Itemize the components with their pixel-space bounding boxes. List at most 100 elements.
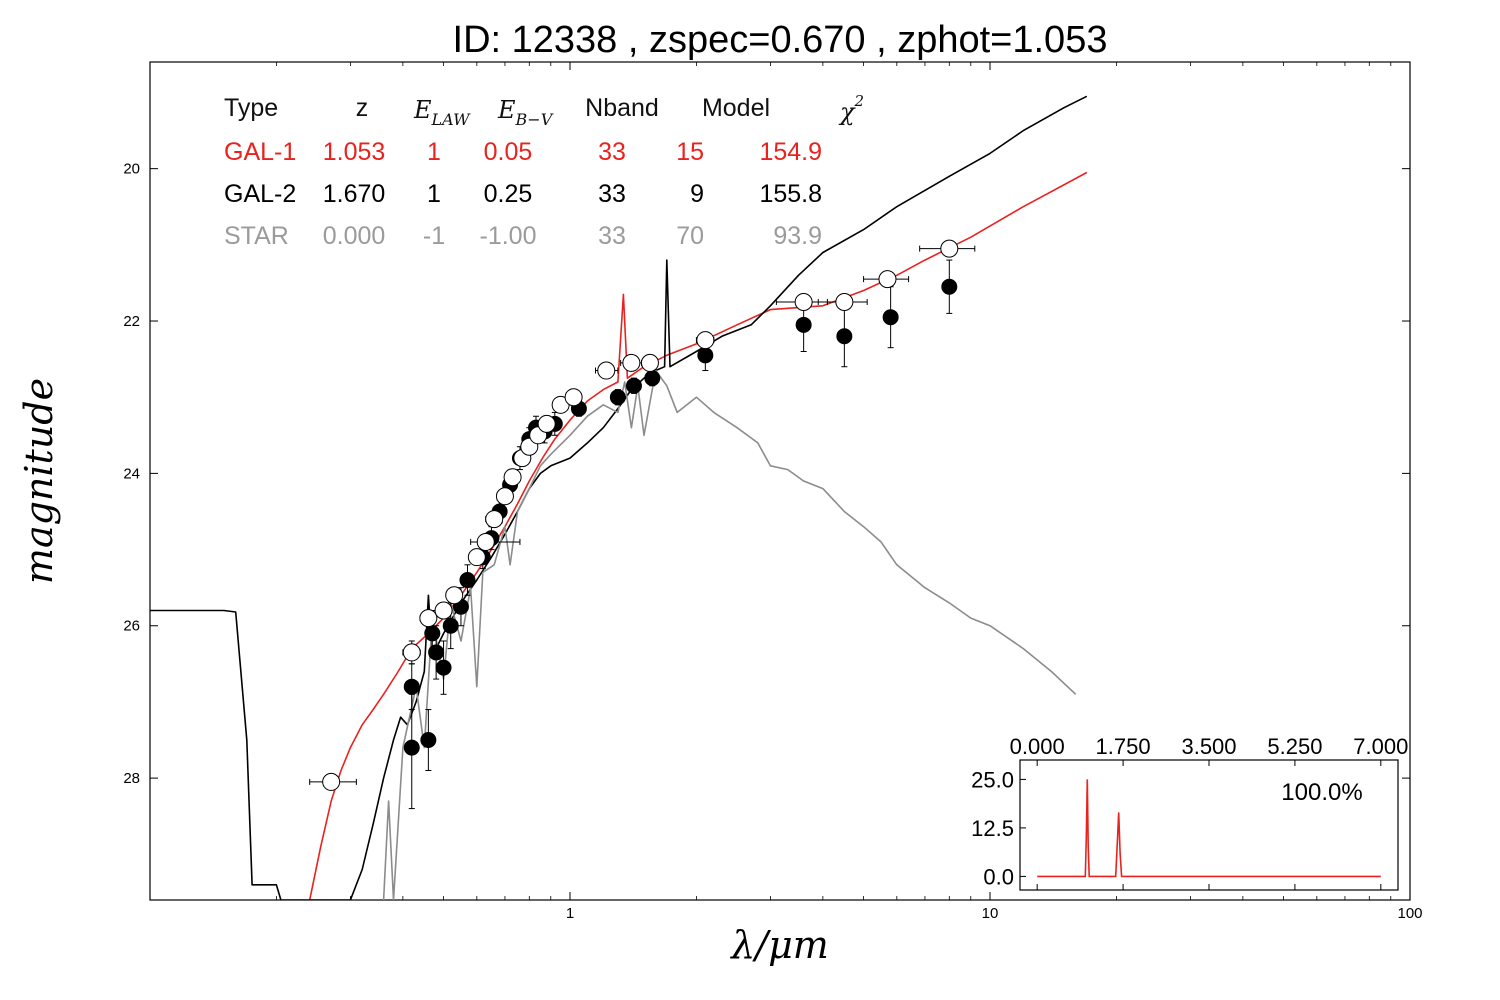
filled-point-group <box>609 389 626 406</box>
open-point <box>835 292 854 311</box>
table-cell-gal1: 154.9 <box>759 138 822 166</box>
table-header-z: z <box>356 94 369 122</box>
table-cell-gal2: 0.25 <box>484 180 533 208</box>
inset-pdf-line <box>1037 779 1381 878</box>
filled-point <box>442 617 459 634</box>
open-point <box>402 643 421 662</box>
open-point-group <box>817 292 868 311</box>
open-point <box>564 388 583 407</box>
inset-x-tick-label: 0.000 <box>1010 734 1065 759</box>
gal1-model-line <box>308 171 1088 900</box>
table-cell-gal2: GAL-2 <box>224 180 296 208</box>
open-point-group <box>919 239 976 258</box>
filled-point-group <box>644 370 661 387</box>
open-point <box>445 586 464 605</box>
redshift-pdf-inset: 0.000 1.750 3.500 5.250 7.000 0.0 12.5 25.0 100… <box>971 734 1408 891</box>
table-cell-star: 33 <box>598 222 626 250</box>
table-cell-gal1: 1 <box>427 138 441 166</box>
open-point <box>485 510 504 529</box>
open-point-group <box>537 414 556 433</box>
open-point <box>495 487 514 506</box>
open-point <box>503 468 522 487</box>
open-point-group <box>402 640 421 665</box>
open-point-group <box>419 609 438 628</box>
filled-point <box>882 309 899 326</box>
table-cell-gal1: GAL-1 <box>224 138 296 166</box>
y-tick-label: 24 <box>123 465 140 482</box>
open-point-group <box>695 331 715 350</box>
open-point <box>940 239 959 258</box>
open-point <box>419 609 438 628</box>
open-point <box>622 353 641 372</box>
y-tick-label: 22 <box>123 313 140 330</box>
axis-ticks: 20 22 24 26 28 1 10 100 <box>123 62 1423 922</box>
x-tick-label: 10 <box>982 905 999 922</box>
filled-point-group <box>403 693 420 810</box>
open-point <box>794 292 813 311</box>
inset-frame <box>1019 759 1399 891</box>
filled-point-group <box>420 709 437 771</box>
table-header-type: Type <box>224 94 278 122</box>
table-header-ebv: EB−V <box>497 96 554 129</box>
open-point-group <box>470 532 521 551</box>
filled-point <box>795 316 812 333</box>
open-point-group <box>309 772 357 791</box>
filled-point <box>697 347 714 364</box>
table-cell-star: 0.000 <box>323 222 386 250</box>
table-cell-star: 70 <box>676 222 704 250</box>
open-point-group <box>863 270 910 289</box>
inset-x-tick-label: 1.750 <box>1096 734 1151 759</box>
filled-point <box>625 377 642 394</box>
filled-point-group <box>882 286 899 349</box>
open-point <box>537 414 556 433</box>
open-point <box>878 270 897 289</box>
table-header-elaw: ELAW <box>413 96 471 129</box>
filled-point-group <box>625 377 642 394</box>
open-point-group <box>495 487 514 506</box>
open-point-group <box>640 353 659 372</box>
inset-x-tick-label: 7.000 <box>1353 734 1408 759</box>
filled-point <box>420 732 437 749</box>
y-tick-label: 26 <box>123 618 140 635</box>
table-cell-gal1: 15 <box>676 138 704 166</box>
table-cell-gal2: 155.8 <box>759 180 822 208</box>
table-cell-gal2: 1 <box>427 180 441 208</box>
y-tick-label: 28 <box>123 770 140 787</box>
filled-point <box>435 659 452 676</box>
filled-point-group <box>941 259 958 314</box>
filled-point <box>424 625 441 642</box>
x-tick-label: 100 <box>1397 905 1422 922</box>
inset-y-tick-label: 12.5 <box>971 816 1014 841</box>
open-point-group <box>503 468 522 487</box>
open-point-group <box>485 510 504 529</box>
filled-point <box>403 739 420 756</box>
open-point <box>597 361 616 380</box>
inset-y-tick-label: 0.0 <box>983 864 1014 889</box>
table-cell-gal1: 1.053 <box>323 138 386 166</box>
open-point-group <box>467 548 486 567</box>
chart-title: ID: 12338 , zspec=0.670 , zphot=1.053 <box>453 19 1108 61</box>
fit-table: Type z ELAW EB−V Nband Model χ2 GAL-1 1.0… <box>224 92 864 250</box>
filled-point <box>403 678 420 695</box>
table-cell-star: -1 <box>423 222 445 250</box>
photometry-points <box>309 239 976 810</box>
inset-x-tick-label: 3.500 <box>1181 734 1236 759</box>
open-point <box>434 601 453 620</box>
table-cell-gal2: 33 <box>598 180 626 208</box>
open-point-group <box>775 292 828 311</box>
open-point-group <box>620 353 643 372</box>
inset-x-tick-label: 5.250 <box>1267 734 1322 759</box>
y-tick-label: 20 <box>123 161 140 178</box>
table-cell-gal2: 1.670 <box>323 180 386 208</box>
inset-y-tick-label: 25.0 <box>971 767 1014 792</box>
open-point <box>467 548 486 567</box>
table-cell-gal1: 33 <box>598 138 626 166</box>
filled-point <box>836 328 853 345</box>
open-point-group <box>564 388 583 407</box>
filled-point-group <box>459 564 476 596</box>
gal2-model-line <box>150 95 1088 900</box>
table-cell-gal1: 0.05 <box>484 138 533 166</box>
open-point-group <box>445 586 464 605</box>
y-axis-label: magnitude <box>17 378 61 584</box>
